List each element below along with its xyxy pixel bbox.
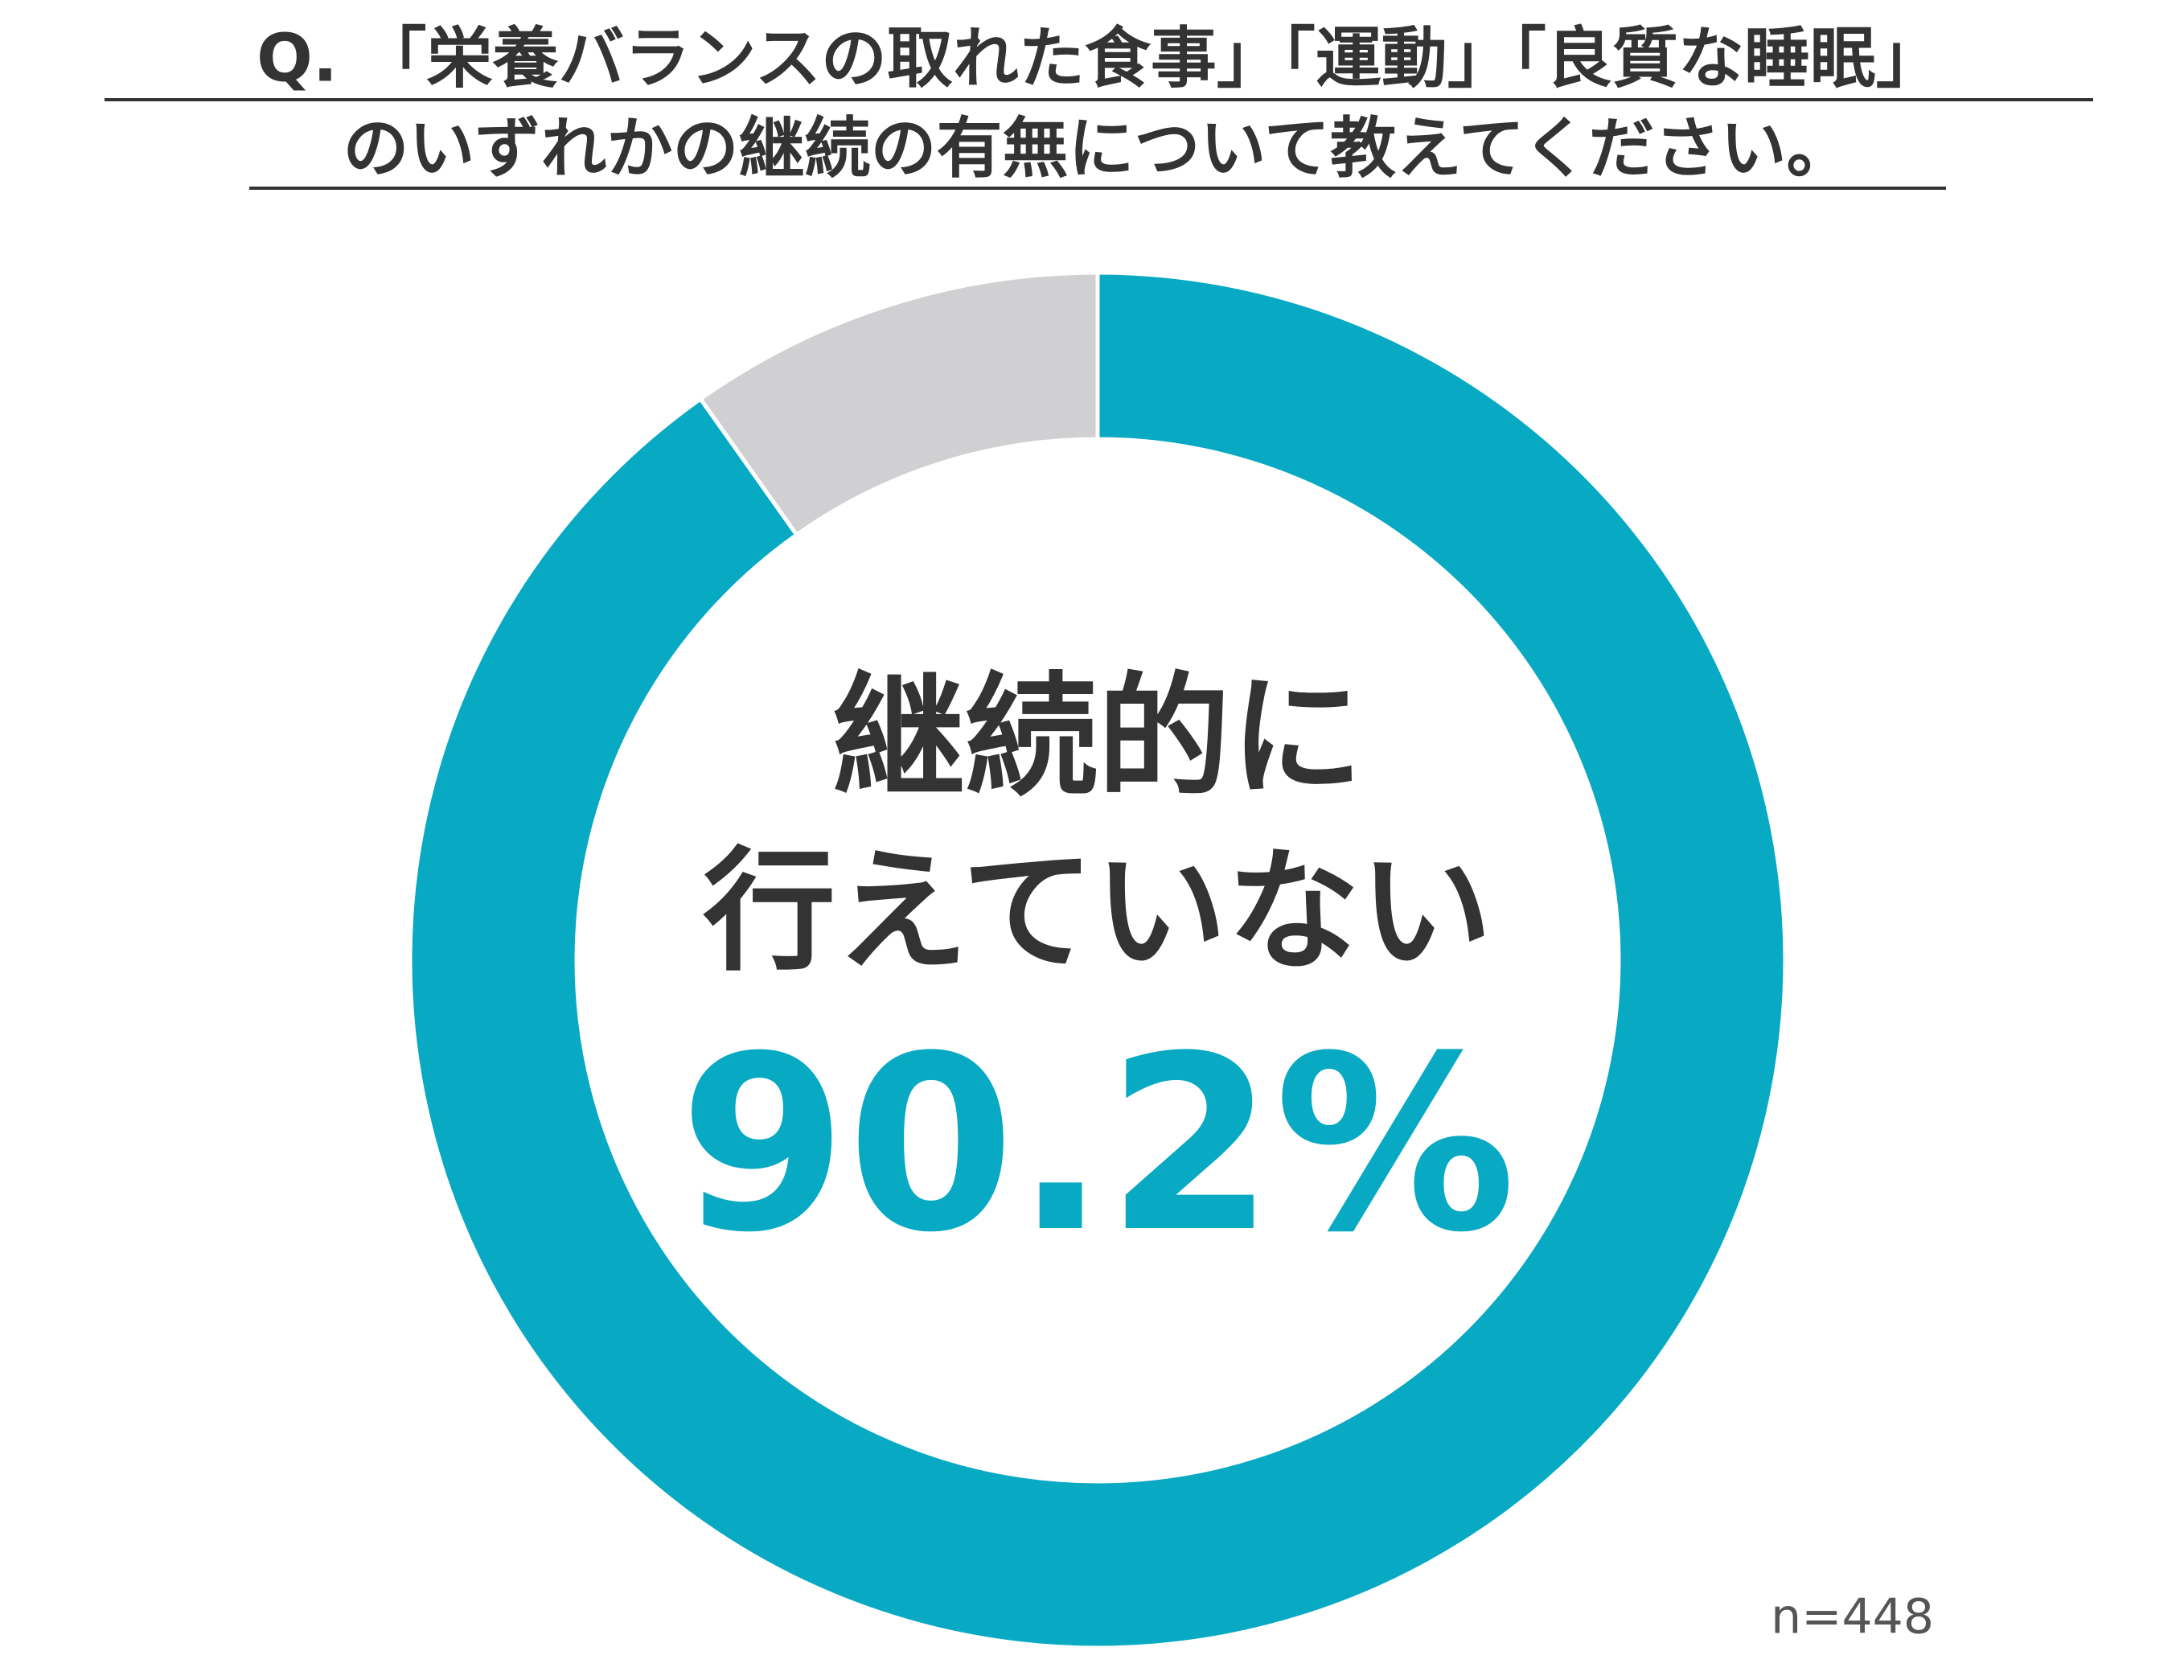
title-line: Q. 「栄養バランスの取れた食事」「運動」「良質な睡眠」 bbox=[257, 20, 1942, 97]
donut-slice bbox=[697, 270, 1100, 538]
donut-slice bbox=[408, 270, 1788, 1650]
donut bbox=[408, 270, 1788, 1650]
sample-note: n=448 bbox=[1771, 1589, 1934, 1645]
center-label: 行えていない bbox=[703, 834, 1492, 988]
center-label: 継続的に bbox=[832, 659, 1363, 814]
value-label: 90.2% bbox=[679, 1004, 1517, 1285]
title-line: のいずれかの継続の有無について教えてください。 bbox=[343, 110, 1853, 187]
